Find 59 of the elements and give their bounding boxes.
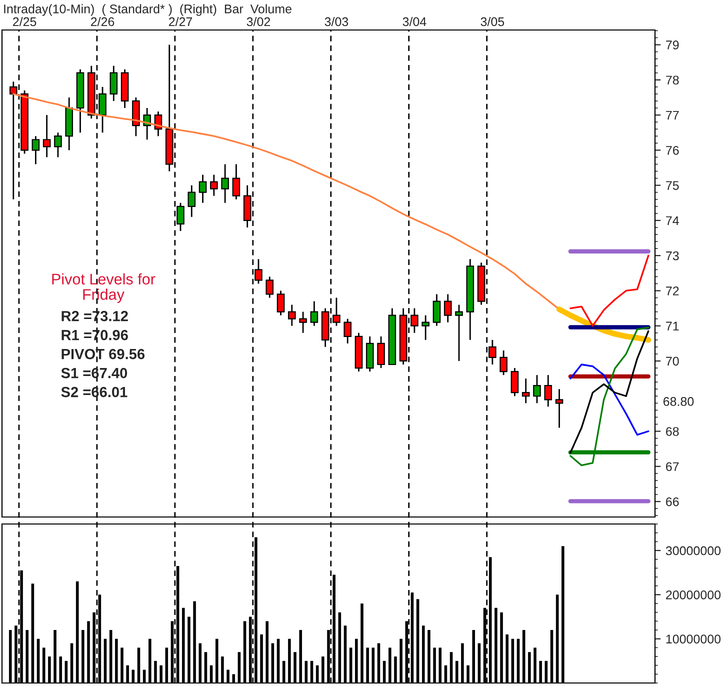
annotation: S2 =66.01	[61, 386, 128, 398]
chart-title: Intraday(10-Min) ( Standard* ) (Right) Bar Volume	[4, 4, 292, 16]
x-tick-label: 3/05	[480, 16, 504, 26]
y-tick-label: 67	[666, 462, 679, 472]
candlestick	[188, 184, 196, 218]
candlestick	[54, 132, 62, 158]
x-tick-label: 2/27	[168, 16, 192, 26]
y-tick-label: 77	[666, 110, 679, 120]
candlestick	[455, 304, 463, 362]
candlestick	[42, 114, 51, 158]
x-tick-label: 3/03	[324, 16, 348, 26]
candlestick	[522, 378, 530, 404]
candlestick	[310, 300, 318, 327]
x-tick-label: 3/02	[246, 16, 270, 26]
line-series	[570, 254, 650, 327]
candlestick	[266, 276, 274, 298]
annotation: PIVOT 69.56	[62, 348, 145, 360]
annotation: S1 =67.40	[61, 368, 128, 378]
annotation: Pivot Levels for Friday	[52, 273, 156, 303]
candlestick	[544, 374, 552, 408]
candlestick	[221, 164, 229, 204]
text: 68.80	[663, 397, 694, 406]
y-tick-label: 76	[666, 146, 679, 155]
candlestick	[276, 290, 285, 316]
y-tick-label: 72	[666, 286, 679, 296]
candlestick	[555, 388, 564, 428]
candlestick	[533, 374, 541, 404]
y-tick-label: 30000000	[666, 546, 721, 556]
candlestick	[432, 294, 441, 327]
annotation: R1 =70.96	[62, 330, 128, 340]
line-series	[570, 364, 650, 436]
candlestick	[210, 174, 218, 197]
y-tick-label: 79	[666, 40, 679, 50]
y-tick-label: 78	[666, 76, 679, 85]
candlestick	[510, 367, 519, 397]
candlestick	[232, 164, 240, 200]
annotation: R2 =73.12	[62, 310, 128, 322]
x-tick-label: 2/26	[90, 16, 114, 26]
y-tick-label: 70	[666, 356, 679, 366]
y-tick-label: 75	[666, 181, 679, 190]
candlestick	[32, 135, 40, 165]
candlestick	[299, 311, 307, 334]
candlestick	[110, 65, 118, 102]
candlestick	[344, 318, 352, 344]
candlestick	[198, 174, 207, 204]
y-tick-label: 10000000	[666, 634, 721, 644]
candlestick	[444, 294, 452, 324]
y-tick-label: 71	[666, 322, 679, 330]
candlestick	[288, 304, 296, 327]
y-tick-label: 74	[666, 216, 679, 225]
x-tick-label: 3/04	[402, 16, 426, 26]
candlestick	[377, 336, 385, 369]
candlestick	[500, 350, 508, 376]
y-tick-label: 73	[666, 251, 679, 260]
y-tick-label: 66	[666, 497, 679, 506]
candlestick	[422, 314, 430, 341]
x-tick-label: 2/25	[13, 16, 36, 26]
y-tick-label: 20000000	[666, 590, 721, 600]
y-tick-label: 68	[666, 427, 679, 436]
